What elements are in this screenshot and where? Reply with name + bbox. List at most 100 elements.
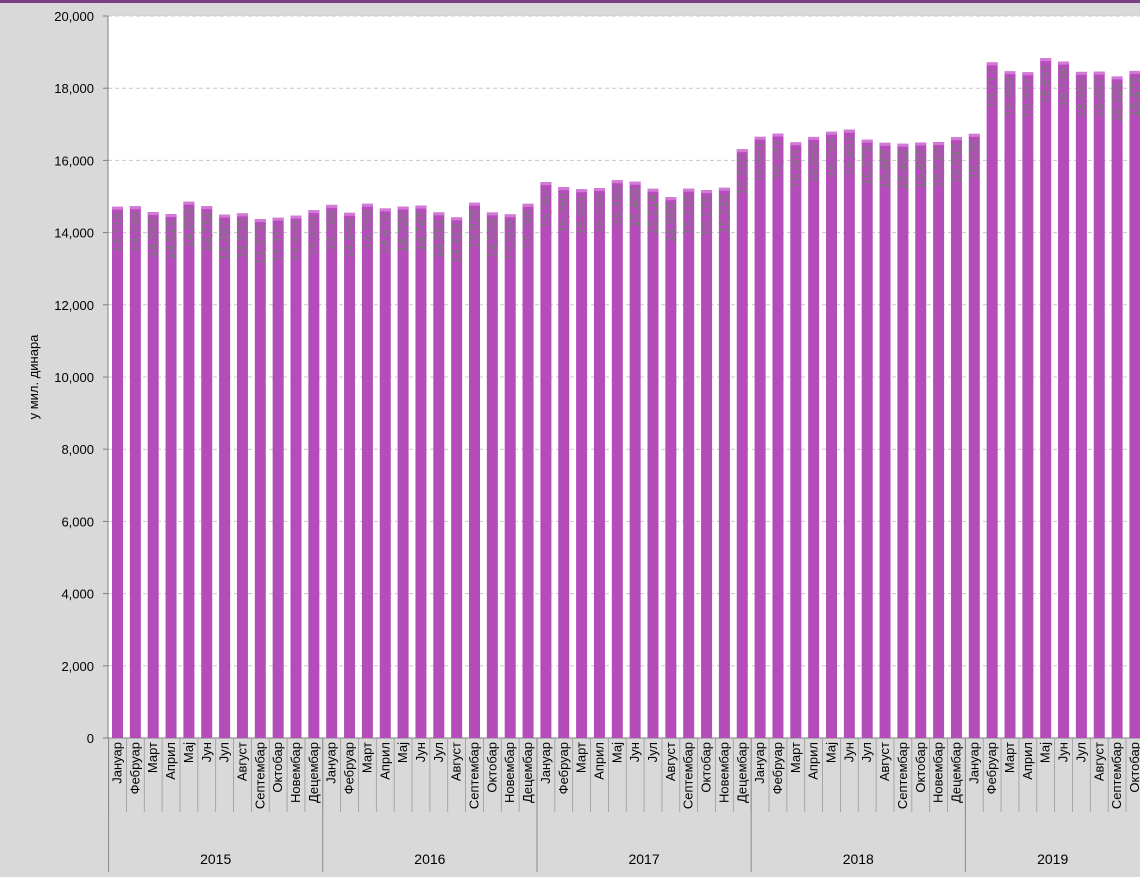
month-label: Новембар bbox=[931, 742, 946, 803]
bar-top-highlight bbox=[790, 142, 802, 146]
y-tick-label: 20,000 bbox=[54, 9, 94, 24]
month-label: Март bbox=[1002, 742, 1017, 773]
data-label: 14,533 bbox=[234, 219, 249, 259]
bar bbox=[897, 143, 909, 738]
year-label: 2015 bbox=[200, 851, 231, 867]
bar-top-highlight bbox=[112, 206, 123, 210]
month-label: Јул bbox=[217, 742, 232, 762]
data-label: 14,798 bbox=[520, 210, 535, 250]
data-label: 14,720 bbox=[395, 213, 410, 253]
bar-top-highlight bbox=[826, 131, 837, 135]
data-label: 15,214 bbox=[645, 195, 660, 235]
month-label: Јун bbox=[627, 742, 642, 762]
bar bbox=[129, 206, 141, 738]
data-label: 14,559 bbox=[484, 218, 499, 258]
bar bbox=[933, 141, 945, 738]
month-label: Јун bbox=[413, 742, 428, 762]
bar bbox=[272, 217, 284, 739]
bar-top-highlight bbox=[397, 206, 409, 210]
bar-top-highlight bbox=[254, 219, 266, 223]
bar-top-highlight bbox=[861, 139, 873, 143]
month-label: Мај bbox=[181, 742, 196, 763]
data-label: 15,201 bbox=[574, 195, 589, 235]
month-label: Јануар bbox=[538, 742, 553, 784]
bar bbox=[486, 212, 498, 738]
data-label: 16,794 bbox=[824, 138, 839, 178]
bar-top-highlight bbox=[326, 204, 338, 208]
y-tick-label: 10,000 bbox=[54, 370, 94, 385]
bar bbox=[986, 62, 998, 739]
bar bbox=[201, 206, 213, 738]
data-label: 18,469 bbox=[1002, 77, 1017, 117]
data-label: 14,826 bbox=[467, 209, 482, 249]
data-label: 14,747 bbox=[413, 212, 428, 252]
y-tick-label: 4,000 bbox=[61, 587, 94, 602]
data-label: 14,561 bbox=[431, 218, 446, 258]
month-label: Март bbox=[574, 742, 589, 773]
month-label: Новембар bbox=[716, 742, 731, 803]
data-label: 16,736 bbox=[966, 140, 981, 180]
month-label: Август bbox=[663, 742, 678, 781]
data-label: 18,452 bbox=[1073, 78, 1088, 118]
data-label: 14,799 bbox=[359, 210, 374, 250]
bar-top-highlight bbox=[361, 203, 373, 207]
bar-top-highlight bbox=[772, 133, 784, 137]
month-label: Август bbox=[1091, 742, 1106, 781]
data-label: 14,497 bbox=[217, 221, 232, 261]
data-label: 15,216 bbox=[681, 195, 696, 235]
month-label: Јануар bbox=[110, 742, 125, 784]
bar-top-highlight bbox=[451, 217, 463, 221]
data-label: 16,510 bbox=[931, 148, 946, 188]
bar-top-highlight bbox=[1129, 70, 1140, 74]
top-border bbox=[0, 0, 1140, 3]
y-tick-label: 2,000 bbox=[61, 659, 94, 674]
bar-top-highlight bbox=[593, 188, 605, 192]
month-label: Јануар bbox=[752, 742, 767, 784]
bar bbox=[183, 201, 195, 739]
y-tick-label: 16,000 bbox=[54, 153, 94, 168]
bar bbox=[433, 212, 445, 738]
bar bbox=[1093, 71, 1105, 739]
bar-top-highlight bbox=[272, 217, 284, 221]
month-label: Септембар bbox=[1109, 742, 1124, 809]
bar bbox=[290, 215, 302, 738]
month-label: Октобар bbox=[1127, 742, 1140, 793]
data-label: 16,497 bbox=[913, 148, 928, 188]
month-label: Септембар bbox=[895, 742, 910, 809]
month-label: Мај bbox=[395, 742, 410, 763]
bar bbox=[683, 188, 695, 738]
bar-top-highlight bbox=[290, 215, 302, 219]
bar bbox=[236, 213, 248, 738]
bar-top-highlight bbox=[1040, 58, 1052, 62]
bar-top-highlight bbox=[647, 188, 659, 192]
bar bbox=[540, 182, 552, 738]
data-label: 15,450 bbox=[609, 186, 624, 226]
data-label: 15,234 bbox=[591, 194, 606, 234]
data-label: 18,717 bbox=[984, 68, 999, 108]
data-label: 16,653 bbox=[752, 143, 767, 183]
bar-top-highlight bbox=[1075, 71, 1087, 75]
data-label: 14,980 bbox=[663, 203, 678, 243]
data-label: 14,732 bbox=[199, 212, 214, 252]
y-tick-label: 14,000 bbox=[54, 226, 94, 241]
bar-top-highlight bbox=[165, 214, 177, 218]
bar bbox=[1058, 61, 1070, 739]
month-label: Јун bbox=[199, 742, 214, 762]
bar bbox=[1004, 71, 1016, 738]
month-label: Април bbox=[806, 742, 821, 780]
month-label: Мај bbox=[1038, 742, 1053, 763]
bar-top-highlight bbox=[683, 188, 695, 192]
bar bbox=[629, 181, 641, 738]
month-label: Децембар bbox=[948, 742, 963, 803]
bar-top-highlight bbox=[754, 136, 766, 140]
year-label: 2018 bbox=[843, 851, 874, 867]
bar bbox=[1129, 70, 1140, 739]
bar-top-highlight bbox=[843, 129, 855, 133]
bar-top-highlight bbox=[808, 136, 820, 140]
data-label: 14,718 bbox=[110, 213, 125, 253]
data-label: 16,487 bbox=[877, 149, 892, 189]
bar-top-highlight bbox=[1022, 72, 1034, 76]
data-label: 18,442 bbox=[1020, 78, 1035, 118]
bar-top-highlight bbox=[1004, 71, 1016, 75]
